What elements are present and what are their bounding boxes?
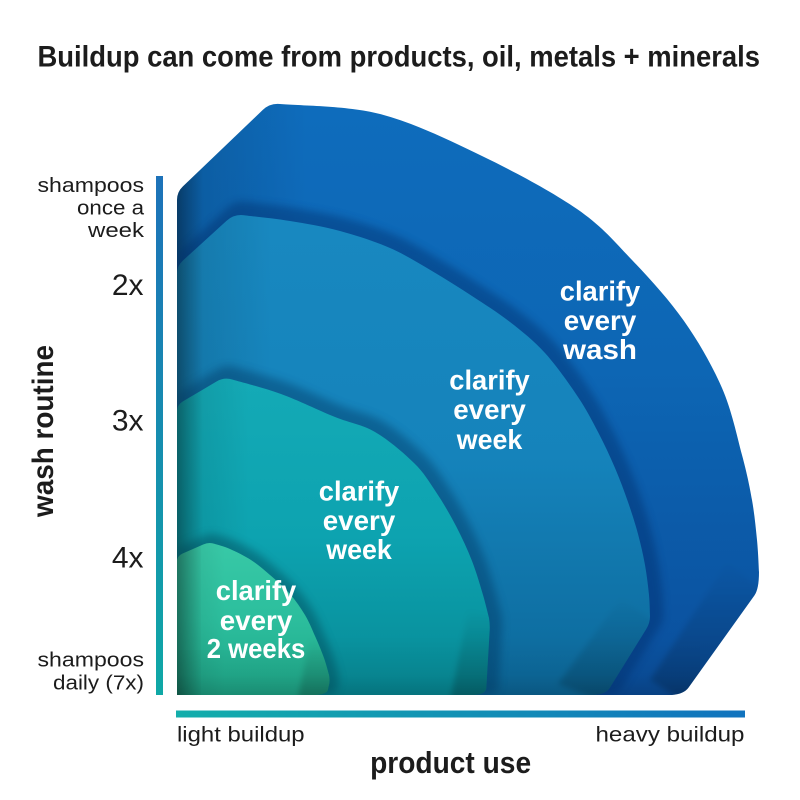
svg-text:shampoos: shampoos [38, 174, 145, 197]
svg-text:once a: once a [77, 197, 145, 220]
svg-text:clarify: clarify [449, 364, 530, 395]
svg-text:product use: product use [370, 746, 531, 780]
svg-text:3x: 3x [112, 405, 144, 438]
svg-text:daily (7x): daily (7x) [53, 672, 144, 695]
svg-text:wash: wash [562, 334, 637, 365]
svg-text:clarify: clarify [560, 275, 641, 306]
svg-text:clarify: clarify [319, 475, 400, 506]
svg-text:heavy buildup: heavy buildup [596, 724, 745, 747]
svg-text:light buildup: light buildup [177, 724, 305, 747]
svg-text:wash routine: wash routine [27, 345, 60, 518]
svg-text:2x: 2x [112, 269, 144, 302]
svg-text:week: week [456, 424, 523, 455]
svg-text:every: every [564, 305, 637, 336]
svg-text:clarify: clarify [216, 575, 297, 606]
svg-text:week: week [87, 219, 145, 242]
svg-text:every: every [323, 505, 396, 536]
svg-text:2 weeks: 2 weeks [207, 633, 306, 664]
svg-text:every: every [453, 394, 526, 425]
svg-text:shampoos: shampoos [38, 649, 145, 672]
svg-text:Buildup can come from products: Buildup can come from products, oil, met… [38, 40, 761, 73]
svg-text:week: week [325, 534, 392, 565]
svg-text:every: every [220, 605, 293, 636]
svg-text:4x: 4x [112, 542, 144, 575]
